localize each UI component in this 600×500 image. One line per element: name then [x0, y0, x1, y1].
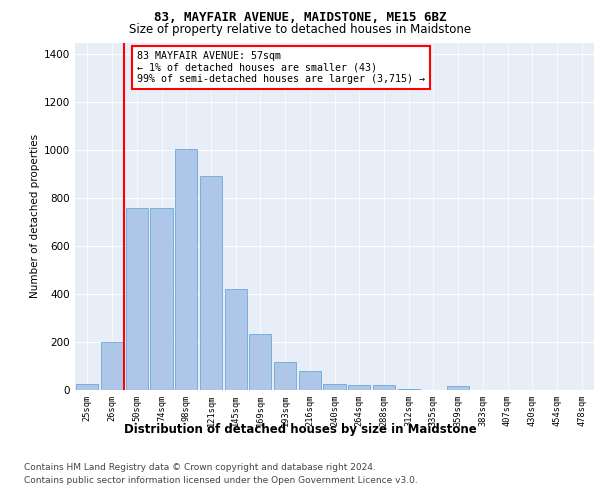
Bar — [323, 384, 346, 390]
Bar — [200, 176, 222, 390]
Bar — [101, 342, 123, 390]
Text: Contains HM Land Registry data © Crown copyright and database right 2024.: Contains HM Land Registry data © Crown c… — [24, 462, 376, 471]
Text: Contains public sector information licensed under the Open Government Licence v3: Contains public sector information licen… — [24, 476, 418, 485]
Text: 83 MAYFAIR AVENUE: 57sqm
← 1% of detached houses are smaller (43)
99% of semi-de: 83 MAYFAIR AVENUE: 57sqm ← 1% of detache… — [137, 51, 425, 84]
Bar — [348, 385, 370, 390]
Text: 83, MAYFAIR AVENUE, MAIDSTONE, ME15 6BZ: 83, MAYFAIR AVENUE, MAIDSTONE, ME15 6BZ — [154, 11, 446, 24]
Bar — [224, 290, 247, 390]
Y-axis label: Number of detached properties: Number of detached properties — [30, 134, 40, 298]
Bar — [299, 371, 321, 390]
Bar — [373, 385, 395, 390]
Bar — [249, 334, 271, 390]
Text: Distribution of detached houses by size in Maidstone: Distribution of detached houses by size … — [124, 422, 476, 436]
Bar — [398, 389, 420, 390]
Bar — [274, 362, 296, 390]
Text: Size of property relative to detached houses in Maidstone: Size of property relative to detached ho… — [129, 22, 471, 36]
Bar — [151, 208, 173, 390]
Bar — [447, 386, 469, 390]
Bar — [76, 384, 98, 390]
Bar — [125, 208, 148, 390]
Bar — [175, 149, 197, 390]
